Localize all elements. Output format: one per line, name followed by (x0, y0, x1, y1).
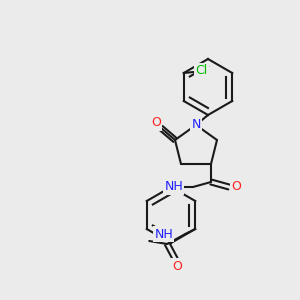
Text: NH: NH (154, 227, 173, 241)
Text: N: N (191, 118, 201, 131)
Text: Cl: Cl (196, 64, 208, 77)
Text: O: O (151, 116, 161, 130)
Text: NH: NH (164, 181, 183, 194)
Text: O: O (231, 181, 241, 194)
Text: O: O (172, 260, 182, 272)
